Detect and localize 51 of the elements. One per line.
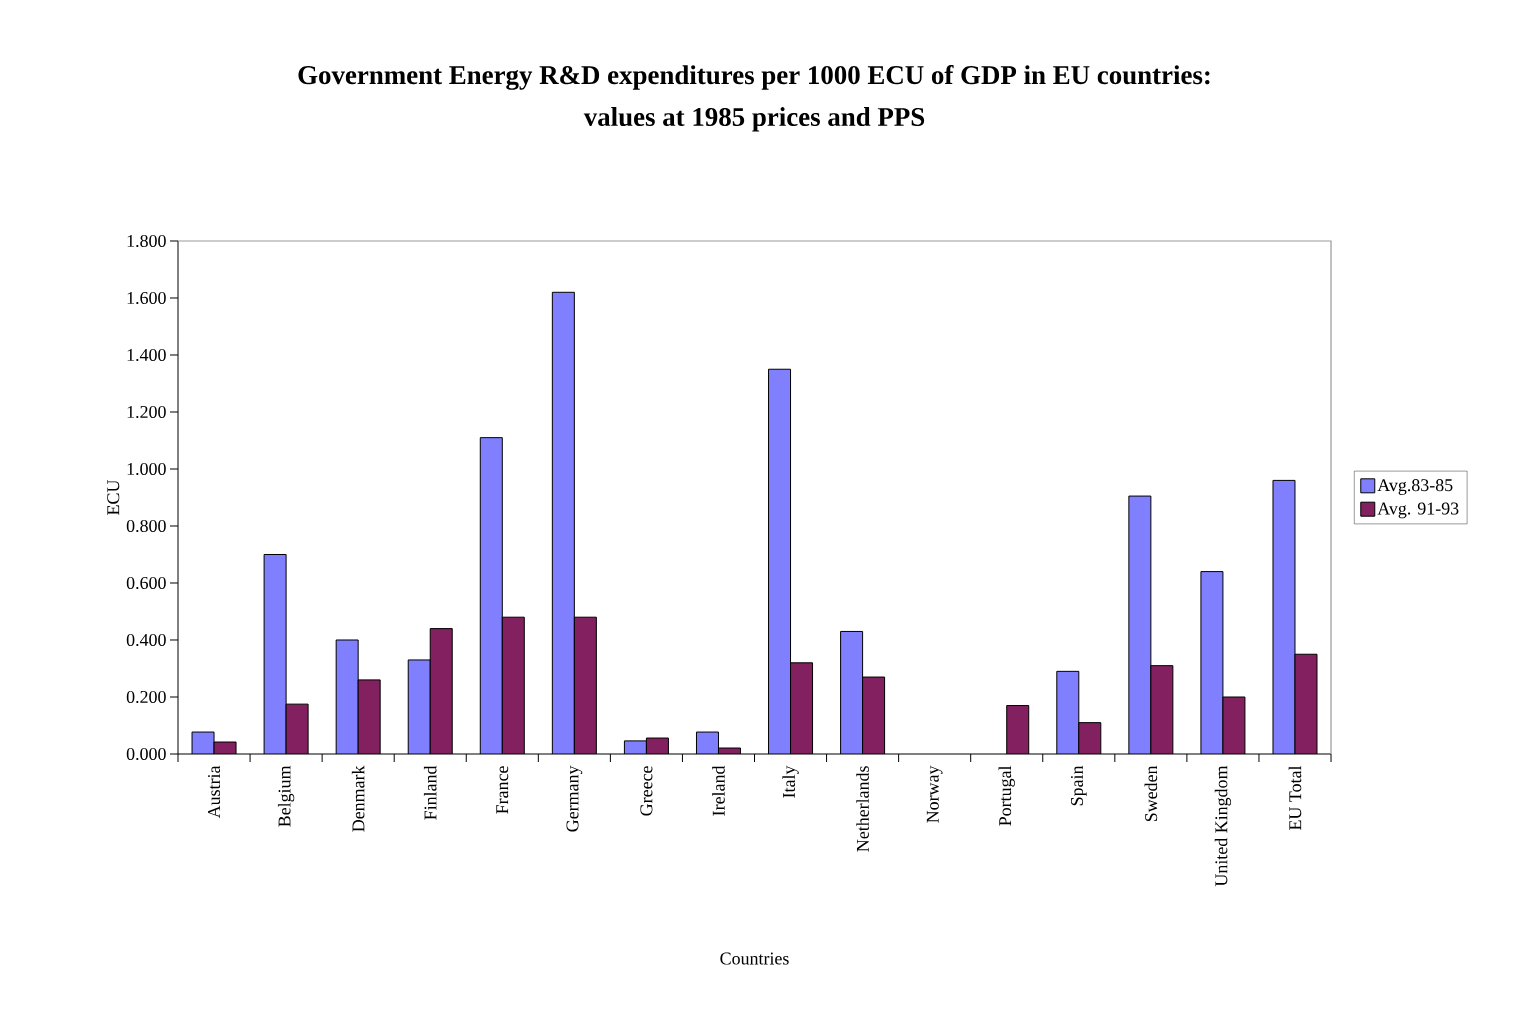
x-tick-label: Finland — [423, 765, 437, 820]
bar — [408, 659, 431, 754]
y-tick-label: 1.200 — [127, 405, 166, 419]
bar — [768, 369, 791, 754]
bar — [1078, 722, 1101, 754]
x-tick-label: France — [496, 766, 509, 814]
x-tick-label: Netherlands — [856, 766, 869, 852]
bar — [552, 292, 575, 754]
x-tick-label: Portugal — [998, 765, 1015, 826]
bar — [1150, 665, 1173, 754]
x-tick-label: Greece — [640, 766, 653, 816]
bar — [1006, 705, 1029, 754]
bar — [1128, 496, 1151, 754]
bar — [264, 554, 287, 754]
x-tick-label: Sweden — [1144, 765, 1158, 822]
bar — [336, 640, 359, 754]
y-tick-label: 1.400 — [127, 348, 166, 362]
y-tick-label: 0.200 — [126, 690, 166, 704]
bar — [430, 628, 453, 754]
legend-label: Avg. 91-93 — [1377, 502, 1459, 519]
bar — [480, 437, 503, 754]
y-tick-label: 1.000 — [127, 462, 166, 476]
bar — [1056, 671, 1079, 754]
legend-label: Avg.83-85 — [1377, 479, 1453, 495]
x-axis-title: Countries — [720, 952, 789, 965]
x-tick-label: Italy — [782, 765, 799, 798]
bar — [358, 679, 381, 754]
y-tick-label: 1.800 — [127, 234, 166, 248]
x-tick-label: Belgium — [277, 765, 295, 827]
x-tick-label: Austria — [208, 765, 221, 819]
bar — [862, 677, 885, 754]
y-tick-label: 0.600 — [126, 576, 166, 590]
x-tick-label: Norway — [926, 765, 943, 823]
x-tick-label: Denmark — [351, 765, 365, 832]
y-tick-label: 0.000 — [126, 747, 166, 761]
x-tick-label: Ireland — [712, 765, 725, 816]
x-tick-label: EU Total — [1288, 765, 1302, 830]
y-tick-label: 0.800 — [126, 519, 166, 533]
x-tick-label: Germany — [566, 765, 583, 832]
x-tick-label: United Kingdom — [1214, 765, 1232, 887]
y-tick-label: 1.600 — [127, 291, 166, 305]
y-tick-label: 0.400 — [126, 633, 166, 647]
y-axis-title: ECU — [107, 479, 120, 515]
bar — [574, 617, 597, 754]
bar — [790, 662, 813, 754]
x-tick-label: Spain — [1070, 765, 1087, 806]
bar — [840, 631, 863, 754]
chart-title: Government Energy R&D expenditures per 1000 ECU of GDP in EU countries: values at 1985 prices and PPS — [298, 64, 1210, 132]
bar — [1272, 479, 1296, 754]
bar — [1200, 571, 1223, 754]
bar — [502, 617, 525, 754]
